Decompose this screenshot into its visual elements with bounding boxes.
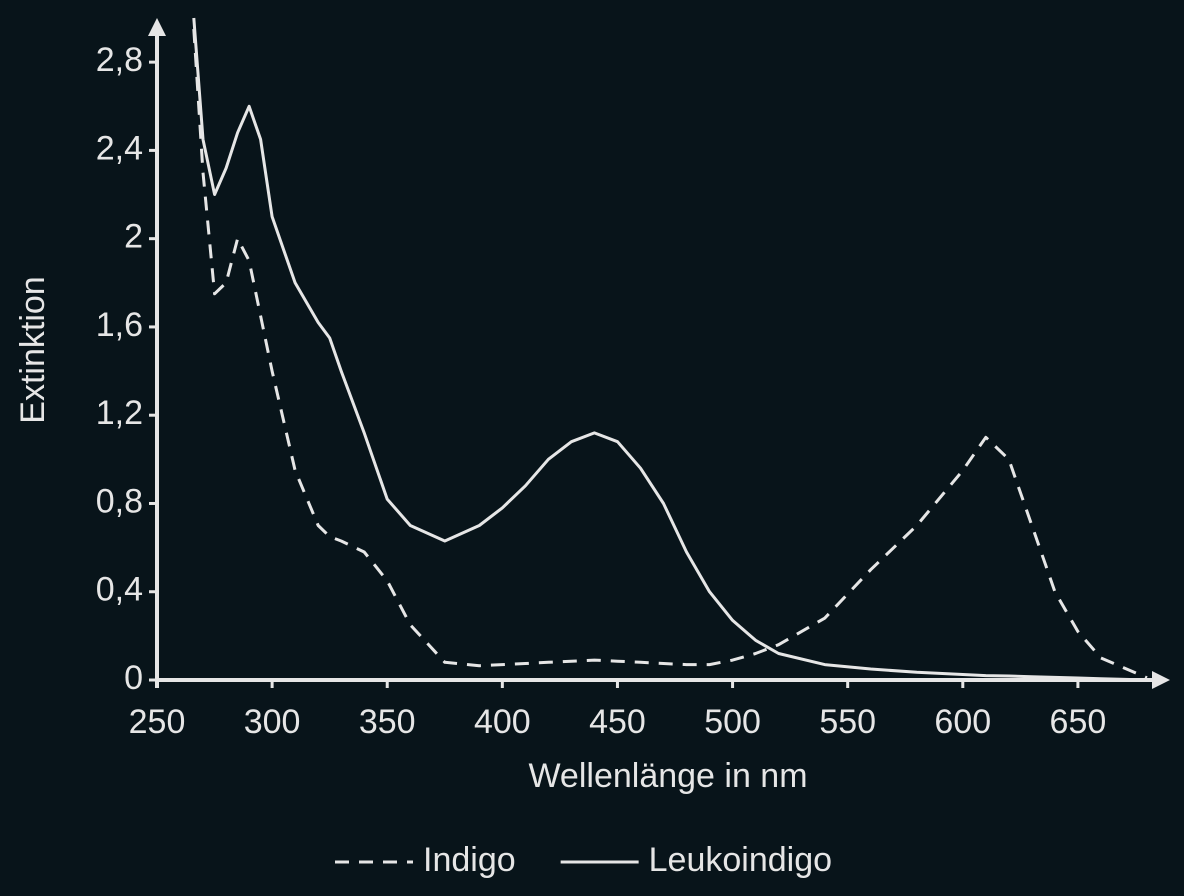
- y-tick-label: 0,4: [96, 571, 143, 609]
- x-tick-label: 500: [704, 703, 761, 741]
- x-tick-label: 600: [934, 703, 991, 741]
- legend-label: Indigo: [423, 841, 516, 879]
- y-tick-label: 2,4: [96, 129, 143, 167]
- x-axis-label: Wellenlänge in nm: [528, 757, 807, 795]
- x-tick-label: 250: [129, 703, 186, 741]
- x-tick-label: 650: [1050, 703, 1107, 741]
- legend-label: Leukoindigo: [649, 841, 832, 879]
- y-tick-label: 0: [124, 659, 143, 697]
- x-tick-label: 550: [819, 703, 876, 741]
- y-tick-label: 2: [124, 218, 143, 256]
- y-axis-arrow: [148, 18, 166, 36]
- y-tick-label: 1,6: [96, 306, 143, 344]
- x-tick-label: 350: [359, 703, 416, 741]
- y-tick-label: 0,8: [96, 482, 143, 520]
- line-series: [192, 17, 1148, 682]
- y-tick-label: 2,8: [96, 41, 143, 79]
- x-tick-label: 300: [244, 703, 301, 741]
- x-tick-label: 450: [589, 703, 646, 741]
- x-tick-label: 400: [474, 703, 531, 741]
- line-series: [192, 28, 1148, 680]
- y-axis-label: Extinktion: [14, 276, 52, 423]
- x-axis-arrow: [1152, 671, 1170, 689]
- y-tick-label: 1,2: [96, 394, 143, 432]
